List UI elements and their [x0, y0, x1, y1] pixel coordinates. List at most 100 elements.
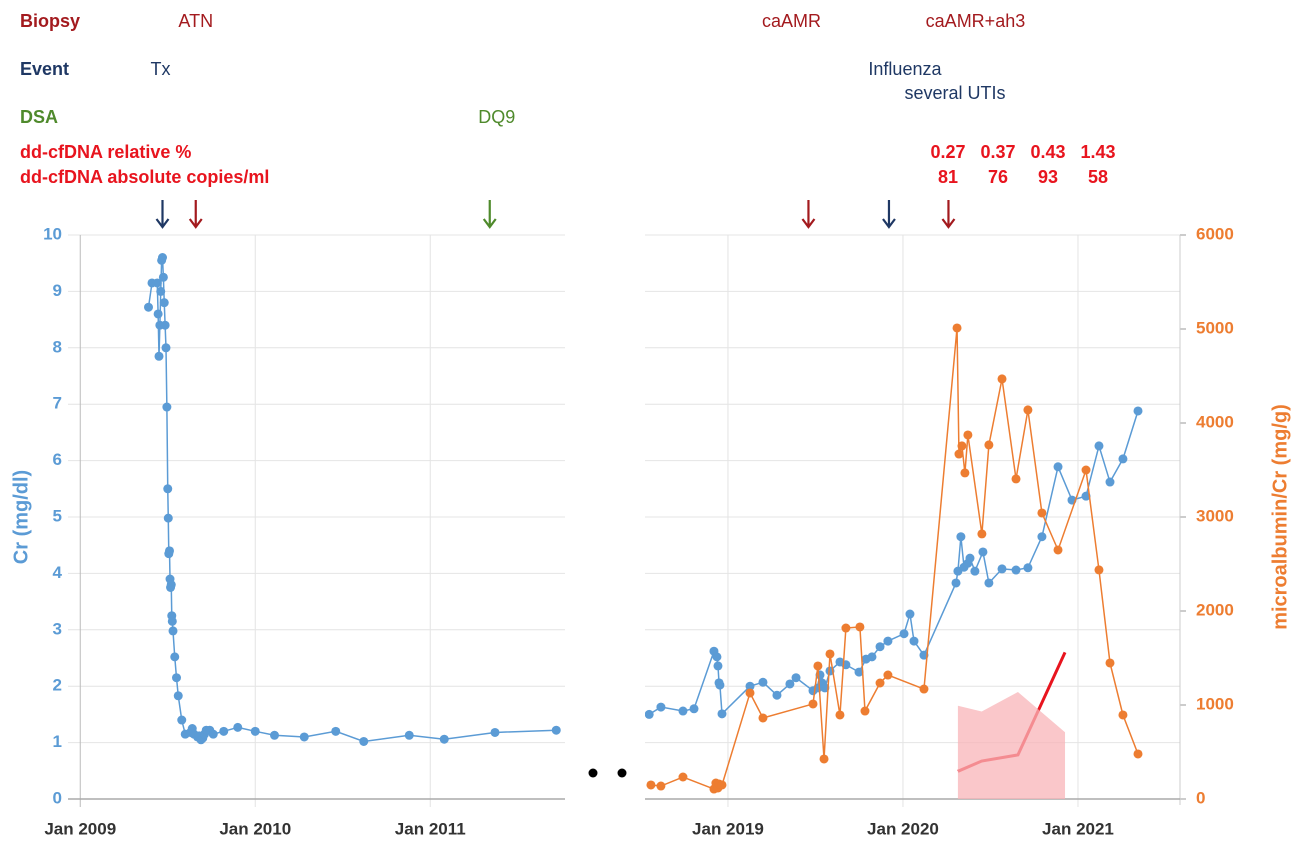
point	[172, 673, 181, 683]
y-tick-label: 10	[43, 224, 62, 243]
point	[170, 652, 180, 662]
point	[165, 546, 174, 556]
y2-tick-label: 3000	[1196, 506, 1234, 525]
break-dot	[588, 768, 598, 778]
annotation-label: ATN	[178, 11, 213, 31]
point	[656, 702, 666, 712]
point	[905, 609, 915, 619]
point	[1037, 508, 1047, 518]
point	[820, 683, 830, 693]
point	[952, 323, 962, 333]
point	[299, 732, 309, 742]
point	[758, 677, 768, 687]
x-tick-label: Jan 2010	[219, 819, 291, 838]
point	[808, 699, 818, 709]
point	[144, 302, 153, 312]
point	[875, 678, 885, 688]
x-tick-label: Jan 2011	[395, 819, 466, 838]
annotation-label: caAMR	[762, 11, 821, 31]
point	[159, 298, 169, 308]
y-tick-label: 4	[53, 563, 63, 582]
point	[813, 661, 823, 671]
x-tick-label: Jan 2020	[867, 819, 939, 838]
annotation-arrow	[941, 200, 956, 229]
dd-value: 0.43	[1030, 142, 1065, 162]
line	[648, 410, 1139, 716]
annotation-label: Tx	[151, 59, 171, 79]
point	[270, 730, 279, 740]
point	[645, 709, 654, 719]
point	[951, 578, 961, 588]
y-tick-label: 8	[53, 337, 62, 356]
point	[162, 402, 172, 412]
y-tick-label: 2	[53, 676, 62, 695]
point	[153, 309, 163, 319]
point	[860, 706, 870, 716]
point	[160, 320, 170, 330]
dd-value: 93	[1038, 167, 1058, 187]
point	[166, 580, 176, 590]
point	[785, 679, 795, 689]
point	[233, 722, 243, 732]
x-tick-label: Jan 2019	[692, 819, 764, 838]
point	[977, 529, 987, 539]
point	[745, 688, 755, 698]
y-tick-label: 7	[53, 394, 62, 413]
point	[963, 430, 973, 440]
line	[650, 327, 1139, 791]
point	[1105, 477, 1115, 487]
point	[899, 629, 909, 639]
point	[490, 727, 500, 737]
dd-value: 58	[1088, 167, 1108, 187]
annotation-arrow	[482, 200, 497, 229]
point	[1105, 658, 1115, 668]
point	[161, 343, 171, 353]
point	[978, 547, 988, 557]
point	[163, 484, 173, 494]
point	[835, 710, 845, 720]
point	[883, 636, 893, 646]
dd-relative-label: dd-cfDNA relative %	[20, 142, 191, 162]
point	[997, 374, 1007, 384]
point	[960, 468, 970, 478]
annotation-arrow	[882, 200, 896, 229]
y2-tick-label: 5000	[1196, 318, 1234, 337]
point	[1094, 565, 1104, 575]
point	[772, 690, 782, 700]
point	[717, 709, 727, 719]
point	[715, 680, 725, 690]
point	[551, 725, 561, 735]
point	[1011, 565, 1021, 575]
point	[1023, 405, 1033, 415]
point	[1081, 491, 1091, 501]
point	[1011, 474, 1021, 484]
point	[713, 661, 723, 671]
point	[173, 691, 183, 701]
annotation-arrow	[801, 200, 816, 229]
point	[250, 726, 260, 736]
point	[158, 272, 168, 282]
point	[1023, 563, 1033, 573]
point	[712, 652, 722, 662]
row-label: Biopsy	[20, 11, 80, 31]
point	[168, 626, 178, 636]
point	[678, 706, 688, 716]
point	[359, 736, 369, 746]
y2-tick-label: 4000	[1196, 412, 1234, 431]
point	[152, 278, 162, 288]
dd-value: 1.43	[1080, 142, 1115, 162]
point	[997, 564, 1007, 574]
point	[331, 726, 341, 736]
point	[646, 780, 656, 790]
point	[825, 649, 835, 659]
point	[163, 513, 173, 523]
point	[745, 681, 755, 691]
row-label: Event	[20, 59, 69, 79]
point	[158, 253, 167, 263]
point	[1094, 441, 1104, 451]
point	[819, 754, 829, 764]
point	[1118, 454, 1128, 464]
point	[758, 713, 768, 723]
point	[970, 566, 980, 576]
x-tick-label: Jan 2021	[1042, 819, 1114, 838]
